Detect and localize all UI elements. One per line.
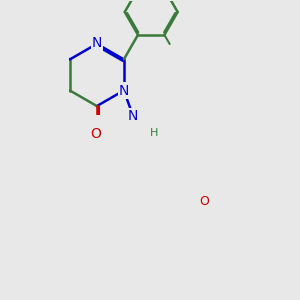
Text: N: N — [118, 83, 129, 98]
Text: N: N — [92, 36, 102, 50]
Text: O: O — [199, 195, 209, 208]
Text: N: N — [128, 109, 138, 123]
Text: O: O — [91, 128, 102, 141]
Text: H: H — [149, 128, 158, 138]
